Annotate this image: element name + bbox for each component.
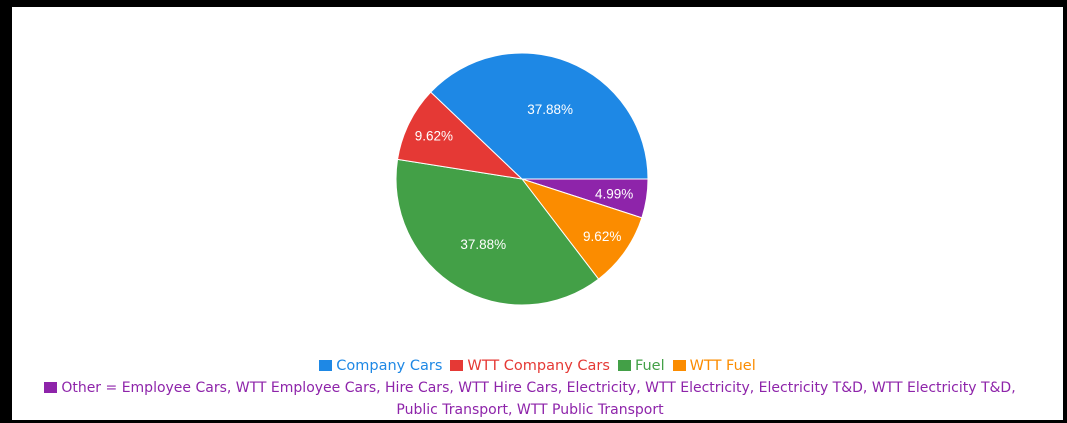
legend-item-wtt-fuel[interactable]: WTT Fuel	[672, 356, 756, 376]
legend-item-company-cars[interactable]: Company Cars	[319, 356, 442, 376]
pie-chart: 4.99% 9.62% 37.88% 9.62% 37.88%	[395, 52, 649, 306]
pie-label-other: 4.99%	[595, 187, 633, 202]
legend-swatch	[672, 359, 686, 371]
legend-swatch	[617, 359, 631, 371]
pie-slice-wtt-company-cars[interactable]	[396, 91, 524, 180]
other-legend-text: Other = Employee Cars, WTT Employee Cars…	[61, 380, 1016, 418]
pie-label-fuel: 37.88%	[460, 237, 506, 252]
pie-slice-fuel[interactable]	[395, 158, 600, 306]
pie-slice-wtt-fuel[interactable]	[520, 178, 643, 280]
legend-label: WTT Fuel	[689, 358, 756, 374]
other-legend-swatch	[44, 381, 58, 393]
chart-legend: Company Cars WTT Company Cars Fuel WTT Fuel	[12, 356, 1063, 376]
legend-swatch	[319, 359, 333, 371]
pie-label-company-cars: 37.88%	[527, 102, 573, 117]
legend-label: WTT Company Cars	[467, 358, 610, 374]
legend-item-fuel[interactable]: Fuel	[617, 356, 665, 376]
pie-slice-company-cars[interactable]	[430, 52, 649, 180]
pie-label-wtt-fuel: 9.62%	[583, 229, 621, 244]
legend-label: Company Cars	[336, 358, 443, 374]
legend-label: Fuel	[634, 358, 665, 374]
other-legend: Other = Employee Cars, WTT Employee Cars…	[30, 377, 1030, 420]
legend-item-wtt-company-cars[interactable]: WTT Company Cars	[450, 356, 610, 376]
legend-swatch	[450, 359, 464, 371]
pie-label-wtt-company-cars: 9.62%	[415, 129, 453, 144]
